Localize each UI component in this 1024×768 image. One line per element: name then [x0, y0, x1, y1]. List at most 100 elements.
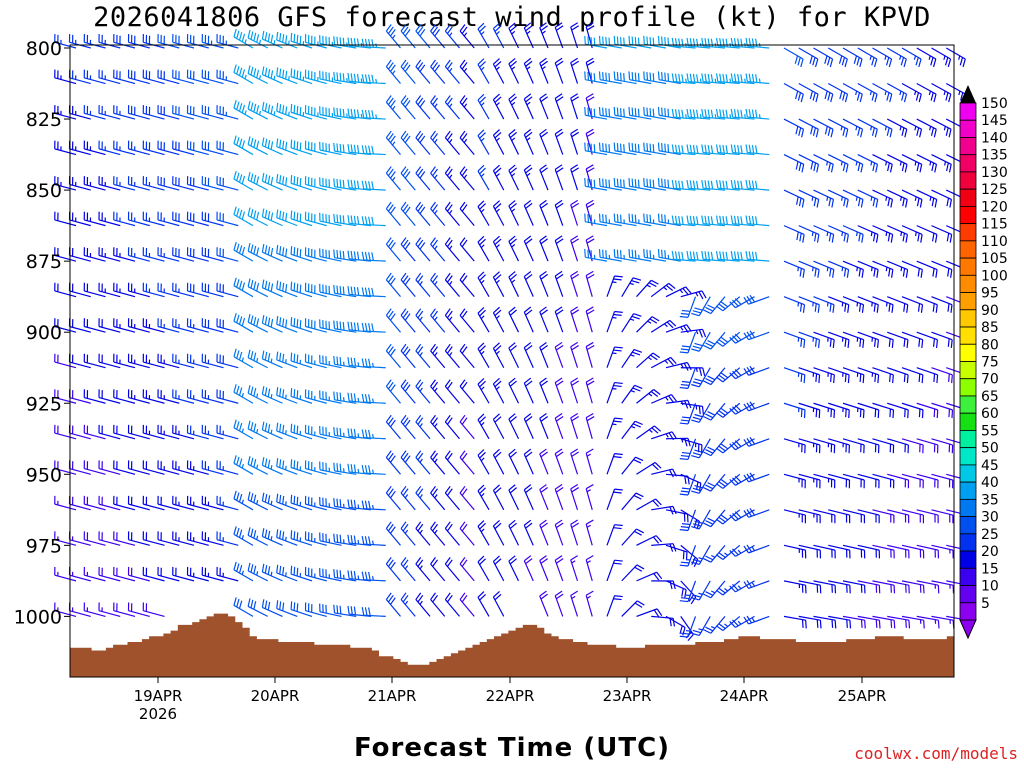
barb-full — [846, 199, 849, 208]
wind-barb — [415, 172, 431, 191]
barb-full — [602, 71, 604, 81]
barb-full — [628, 178, 631, 187]
barb-full — [862, 374, 865, 384]
barb-full — [494, 238, 502, 245]
wind-barb — [54, 539, 77, 546]
barb-full — [493, 413, 500, 420]
barb-full — [270, 176, 274, 186]
barb-half — [273, 75, 276, 80]
wind-barb — [415, 279, 431, 298]
barb-half — [841, 196, 843, 201]
wind-barb — [113, 219, 136, 227]
wind-barb — [621, 385, 636, 404]
barb-full — [718, 445, 726, 452]
wind-barb — [202, 574, 224, 582]
barb-full — [238, 103, 243, 112]
barb-full — [494, 345, 502, 352]
wind-barb — [305, 325, 327, 333]
wind-barb — [305, 183, 327, 191]
wind-barb — [887, 544, 909, 551]
wind-barb — [143, 290, 165, 298]
barb-full — [342, 286, 345, 295]
wind-barb — [400, 208, 416, 227]
barb-full — [430, 130, 436, 139]
wind-barb — [334, 115, 357, 120]
wind-barb — [680, 402, 703, 407]
wind-barb — [539, 418, 549, 439]
barb-full — [692, 251, 696, 260]
barb-full — [707, 73, 711, 83]
barb-full — [812, 57, 816, 66]
barb-full — [718, 374, 726, 381]
wind-barb — [901, 154, 922, 165]
barb-full — [681, 523, 691, 526]
wind-barb — [84, 432, 106, 440]
colorbar-label: 5 — [981, 596, 990, 612]
barb-full — [858, 303, 862, 312]
barb-half — [404, 529, 409, 534]
barb-full — [293, 176, 296, 185]
wind-barb — [508, 418, 520, 440]
wind-barb — [857, 367, 879, 376]
wind-barb — [916, 260, 938, 271]
wind-barb — [276, 430, 298, 440]
barb-full — [950, 339, 953, 348]
barb-full — [555, 202, 564, 209]
barb-full — [523, 484, 532, 491]
barb-half — [695, 329, 699, 335]
barb-full — [479, 274, 486, 281]
barb-full — [650, 391, 659, 397]
wind-barb — [931, 82, 952, 95]
barb-full — [571, 344, 579, 351]
barb-half — [480, 386, 485, 391]
wind-barb — [54, 219, 77, 227]
wind-barb — [415, 208, 431, 227]
wind-barb — [931, 544, 954, 551]
credit-link[interactable]: coolwx.com/models — [854, 744, 1018, 763]
wind-barb — [931, 438, 953, 446]
wind-barb — [629, 185, 652, 191]
barb-half — [480, 279, 485, 284]
x-tick-label: 19APR — [134, 687, 183, 705]
barb-full — [590, 250, 593, 259]
barb-full — [430, 201, 436, 210]
barb-full — [691, 632, 700, 637]
barb-full — [264, 316, 268, 325]
barb-full — [461, 204, 468, 212]
barb-full — [508, 22, 516, 29]
barb-half — [496, 102, 500, 106]
barb-full — [415, 237, 422, 245]
barb-full — [586, 96, 595, 102]
colorbar-label: 65 — [981, 389, 999, 405]
barb-full — [236, 527, 240, 537]
barb-full — [293, 602, 296, 611]
colorbar-label: 130 — [981, 165, 1008, 181]
barb-full — [430, 414, 436, 423]
barb-full — [540, 558, 548, 564]
barb-half — [884, 55, 887, 60]
barb-full — [540, 96, 548, 103]
wind-barb — [621, 420, 636, 440]
wind-barb — [688, 223, 711, 227]
barb-full — [402, 417, 409, 425]
barb-full — [692, 558, 702, 563]
barb-full — [657, 106, 660, 116]
barb-full — [339, 108, 342, 117]
barb-full — [889, 93, 893, 103]
barb-half — [496, 315, 500, 319]
barb-full — [707, 144, 711, 154]
barb-full — [250, 102, 254, 111]
barb-full — [555, 522, 564, 529]
barb-half — [480, 493, 485, 497]
barb-full — [339, 534, 342, 543]
wind-barb — [459, 457, 475, 475]
barb-full — [949, 199, 953, 208]
wind-barb — [698, 331, 711, 352]
wind-barb — [901, 82, 922, 95]
barb-half — [511, 172, 516, 177]
barb-full — [649, 179, 652, 188]
barb-full — [613, 562, 622, 565]
barb-half — [448, 67, 453, 72]
barb-full — [444, 130, 451, 139]
wind-barb — [523, 489, 534, 511]
